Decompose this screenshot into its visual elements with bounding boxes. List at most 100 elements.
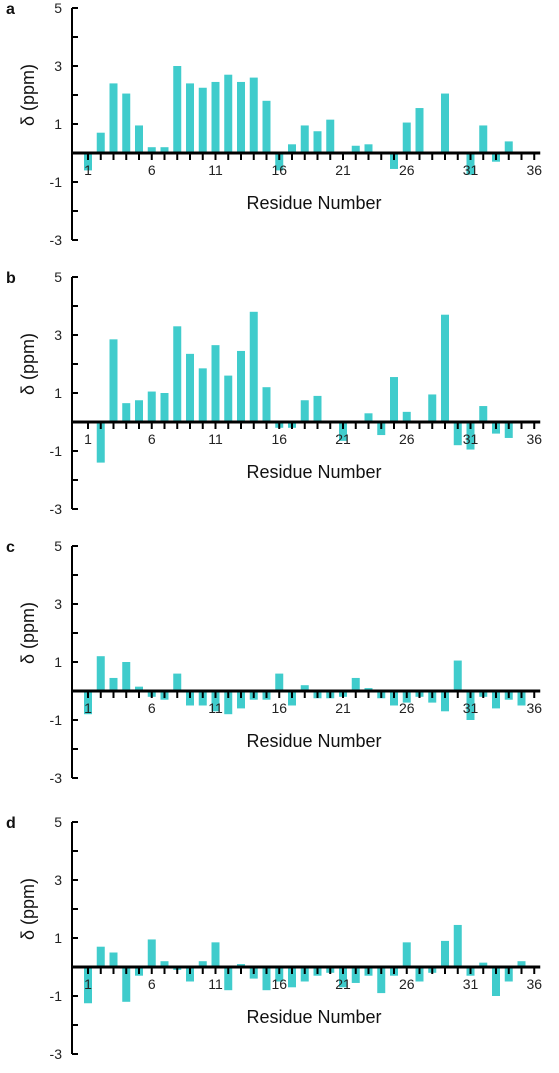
x-tick-label: 16 [271, 162, 287, 178]
bar-residue-34 [504, 422, 513, 438]
x-tick-label: 31 [463, 700, 479, 716]
x-tick-label: 1 [84, 431, 92, 447]
panel-letter: a [6, 1, 15, 18]
bar-residue-4 [122, 967, 131, 1002]
y-tick-label: 3 [54, 327, 62, 343]
y-axis-title: δ (ppm) [18, 602, 38, 664]
bar-residue-5 [135, 125, 143, 153]
y-tick-label: -3 [50, 501, 63, 517]
bar-residue-16 [275, 967, 284, 982]
x-tick-label: 21 [335, 700, 351, 716]
y-tick-label: -1 [50, 988, 63, 1004]
bar-residue-17 [288, 967, 296, 988]
bar-residue-1 [84, 153, 92, 171]
bar-residue-1 [84, 967, 92, 1004]
bar-residue-33 [492, 967, 500, 996]
bar-residue-2 [96, 132, 105, 153]
bar-residue-15 [262, 100, 271, 153]
bar-residue-18 [300, 400, 309, 422]
bar-residue-9 [186, 691, 194, 706]
bar-residue-12 [224, 74, 233, 153]
bar-residue-12 [224, 691, 233, 715]
x-tick-label: 36 [526, 162, 542, 178]
x-tick-label: 26 [399, 976, 415, 992]
bar-residue-28 [428, 394, 437, 422]
x-tick-label: 1 [84, 700, 92, 716]
y-tick-label: 3 [54, 596, 62, 612]
x-tick-label: 6 [148, 162, 156, 178]
bar-residue-8 [173, 673, 182, 691]
x-tick-label: 6 [148, 976, 156, 992]
bar-residue-11 [211, 345, 220, 422]
bar-residue-31 [466, 422, 475, 450]
x-tick-label: 21 [335, 976, 351, 992]
x-tick-label: 16 [271, 431, 287, 447]
bar-residue-35 [517, 691, 526, 706]
bar-residue-3 [109, 83, 118, 153]
bar-residue-26 [402, 942, 411, 967]
bar-residue-34 [504, 967, 513, 982]
y-tick-label: 5 [54, 269, 62, 285]
bar-residue-19 [313, 395, 322, 422]
bar-residue-25 [390, 153, 398, 169]
x-axis-title: Residue Number [246, 731, 381, 751]
bar-residue-22 [351, 145, 360, 153]
bar-residue-5 [135, 400, 143, 422]
bar-residue-7 [160, 147, 169, 153]
bar-residue-4 [122, 403, 131, 422]
x-tick-label: 1 [84, 976, 92, 992]
bar-residue-6 [147, 147, 156, 153]
bar-residue-7 [160, 393, 169, 422]
x-tick-label: 6 [148, 431, 156, 447]
x-tick-label: 6 [148, 700, 156, 716]
bar-residue-15 [262, 967, 271, 991]
bar-residue-30 [453, 924, 462, 967]
x-tick-label: 31 [463, 431, 479, 447]
bar-residue-30 [453, 422, 462, 446]
panel-letter: d [6, 815, 16, 832]
bar-residue-3 [109, 677, 118, 691]
bar-residue-11 [211, 81, 220, 153]
x-tick-label: 31 [463, 162, 479, 178]
y-tick-label: 5 [54, 538, 62, 554]
x-tick-label: 36 [526, 700, 542, 716]
x-tick-label: 21 [335, 162, 351, 178]
bar-residue-30 [453, 660, 462, 691]
x-tick-label: 11 [208, 162, 223, 178]
x-tick-label: 26 [399, 162, 415, 178]
bar-residue-35 [517, 961, 526, 967]
bar-residue-26 [402, 411, 411, 422]
bar-residue-2 [96, 656, 105, 691]
x-tick-label: 36 [526, 431, 542, 447]
bar-residue-22 [351, 677, 360, 691]
x-tick-label: 16 [271, 976, 287, 992]
bar-residue-3 [109, 339, 118, 422]
bar-residue-10 [198, 368, 207, 422]
x-tick-label: 11 [208, 700, 223, 716]
bar-residue-21 [339, 422, 347, 441]
x-tick-label: 26 [399, 700, 415, 716]
y-tick-label: -1 [50, 712, 63, 728]
bar-residue-5 [135, 686, 143, 691]
panel-letter: c [6, 539, 15, 556]
bar-residue-26 [402, 122, 411, 153]
bar-residue-18 [300, 125, 309, 153]
x-tick-label: 21 [335, 431, 351, 447]
y-tick-label: -1 [50, 443, 63, 459]
bar-residue-4 [122, 662, 131, 691]
bar-residue-20 [326, 119, 335, 153]
x-tick-label: 36 [526, 976, 542, 992]
x-tick-label: 16 [271, 700, 287, 716]
bar-residue-9 [186, 967, 194, 982]
y-axis-title: δ (ppm) [18, 333, 38, 395]
bar-residue-29 [441, 314, 449, 422]
bar-residue-6 [147, 939, 156, 967]
bar-residue-18 [300, 685, 309, 691]
bar-residue-3 [109, 952, 118, 967]
bar-residue-15 [262, 387, 271, 422]
bar-residue-12 [224, 375, 233, 422]
y-tick-label: 1 [54, 385, 62, 401]
bar-residue-29 [441, 691, 449, 712]
